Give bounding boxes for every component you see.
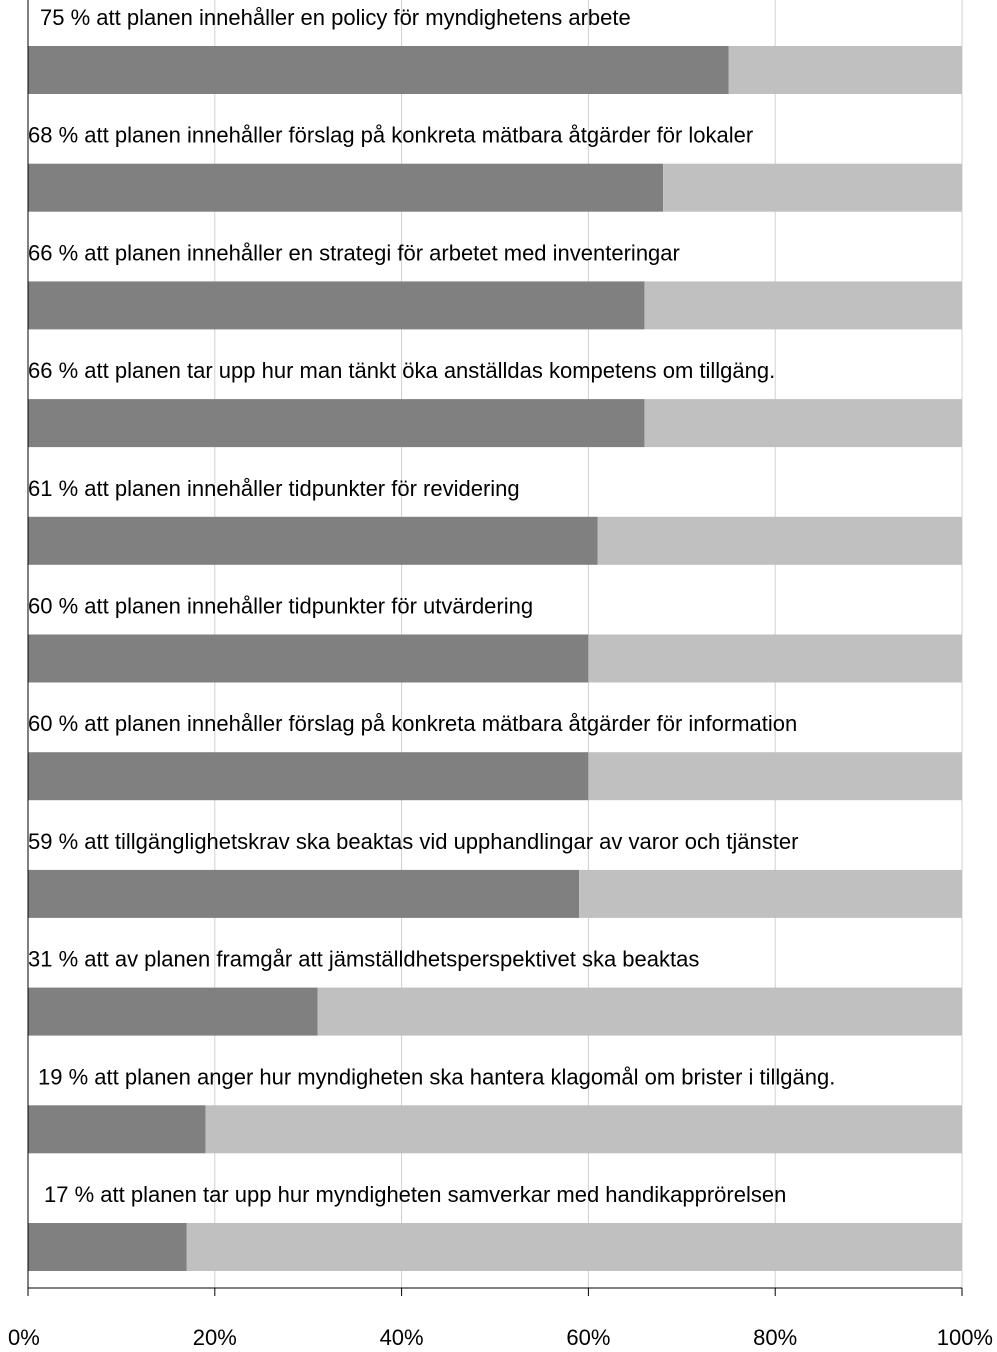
bar-label: 68 % att planen innehåller förslag på ko… bbox=[28, 123, 753, 148]
bar-segment bbox=[28, 1105, 206, 1154]
bar-label: 66 % att planen innehåller en strategi f… bbox=[28, 240, 680, 265]
bar-segment bbox=[28, 281, 645, 330]
bar-label: 66 % att planen tar upp hur man tänkt ök… bbox=[28, 358, 775, 383]
bar-segment bbox=[28, 46, 729, 94]
bar-label: 60 % att planen innehåller förslag på ko… bbox=[28, 711, 797, 736]
bar-segment bbox=[588, 634, 962, 683]
bar-label: 31 % att av planen framgår att jämställd… bbox=[28, 947, 699, 972]
x-tick-label: 100% bbox=[937, 1325, 993, 1350]
bar-segment bbox=[28, 1223, 187, 1271]
bar-segment bbox=[597, 516, 962, 565]
bar-label: 59 % att tillgänglighetskrav ska beaktas… bbox=[28, 829, 798, 854]
bar-segment bbox=[28, 516, 598, 565]
bar-segment bbox=[579, 869, 962, 918]
bar-label: 19 % att planen anger hur myndigheten sk… bbox=[38, 1064, 835, 1089]
bar-segment bbox=[28, 752, 589, 801]
x-tick-label: 60% bbox=[566, 1325, 610, 1350]
bar-segment bbox=[28, 634, 589, 683]
bar-segment bbox=[728, 46, 962, 94]
bar-segment bbox=[663, 163, 962, 212]
bar-segment bbox=[588, 752, 962, 801]
bar-segment bbox=[28, 869, 580, 918]
x-tick-label: 40% bbox=[380, 1325, 424, 1350]
bar-segment bbox=[28, 163, 664, 212]
x-tick-label: 20% bbox=[193, 1325, 237, 1350]
bar-label: 60 % att planen innehåller tidpunkter fö… bbox=[28, 594, 533, 619]
bar-segment bbox=[205, 1105, 962, 1154]
x-tick-label: 80% bbox=[753, 1325, 797, 1350]
bar-label: 17 % att planen tar upp hur myndigheten … bbox=[44, 1182, 786, 1207]
x-tick-label: 0% bbox=[8, 1325, 40, 1350]
bar-segment bbox=[186, 1223, 962, 1271]
bar-label: 61 % att planen innehåller tidpunkter fö… bbox=[28, 476, 520, 501]
bar-label: 75 % att planen innehåller en policy för… bbox=[40, 5, 631, 30]
bar-segment bbox=[644, 399, 962, 448]
bar-segment bbox=[28, 399, 645, 448]
bar-segment bbox=[644, 281, 962, 330]
bar-segment bbox=[28, 987, 318, 1036]
bar-segment bbox=[317, 987, 962, 1036]
